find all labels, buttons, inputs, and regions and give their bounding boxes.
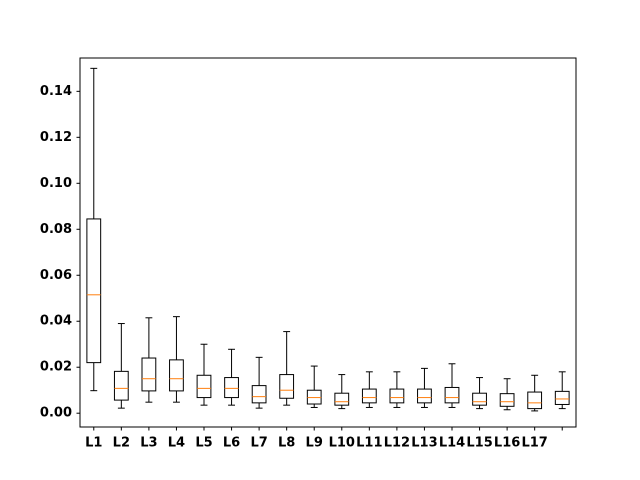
- box-L14: [444, 363, 460, 408]
- box-L13: [417, 367, 432, 408]
- box-L17: [527, 374, 543, 412]
- box-L2: [113, 323, 129, 409]
- box-L7: [251, 356, 267, 409]
- x-tick-label: L11: [356, 436, 382, 451]
- x-tick-label: L1: [85, 436, 102, 451]
- x-tick-label: L13: [411, 436, 437, 451]
- x-tick-label: L2: [113, 436, 130, 451]
- y-tick-label: 0.06: [40, 268, 72, 283]
- box-L15: [472, 377, 487, 410]
- y-tick-label: 0.12: [40, 130, 72, 145]
- iqr-box: [251, 385, 267, 404]
- y-tick-label: 0.08: [40, 222, 72, 237]
- box-L3: [141, 317, 157, 403]
- x-tick-label: L8: [278, 436, 295, 451]
- box-L4: [169, 316, 184, 403]
- x-tick-label: L14: [439, 436, 465, 451]
- y-tick-label: 0.04: [40, 314, 72, 329]
- x-tick-label: L17: [521, 436, 547, 451]
- iqr-box: [141, 357, 157, 392]
- y-tick-label: 0.02: [40, 360, 72, 375]
- y-tick-label: 0.14: [40, 84, 72, 99]
- iqr-box: [472, 392, 487, 406]
- x-tick-label: L7: [250, 436, 267, 451]
- x-tick-label: L16: [494, 436, 520, 451]
- box-L1: [86, 67, 102, 392]
- box-L11: [361, 371, 377, 408]
- iqr-box: [389, 388, 405, 404]
- iqr-box: [86, 218, 102, 364]
- box-L5: [196, 343, 212, 406]
- iqr-box: [224, 377, 239, 399]
- box-L16: [499, 378, 515, 411]
- x-tick-label: L15: [466, 436, 492, 451]
- x-tick-label: L3: [140, 436, 157, 451]
- box-L12: [389, 371, 405, 408]
- iqr-box: [334, 392, 350, 406]
- x-tick-label: L9: [306, 436, 323, 451]
- iqr-box: [554, 390, 570, 405]
- box-L6: [224, 348, 239, 406]
- y-axis: 0.00 0.02 0.04 0.06 0.08 0.10 0.12 0.14: [40, 84, 80, 421]
- x-axis: L1 L2 L3 L4 L5 L6 L7 L8 L9 L10 L11 L12 L13 L14 L15 L16 L…: [85, 427, 563, 451]
- box-L10: [334, 374, 350, 410]
- box-series-18: [554, 371, 570, 410]
- iqr-box: [113, 370, 129, 401]
- x-tick-label: L6: [223, 436, 240, 451]
- iqr-box: [527, 391, 543, 410]
- iqr-box: [444, 386, 460, 404]
- x-tick-label: L10: [329, 436, 355, 451]
- box-L8: [279, 331, 295, 406]
- x-tick-label: L4: [168, 436, 185, 451]
- iqr-box: [169, 359, 184, 392]
- plot-area: [80, 58, 576, 427]
- iqr-box: [196, 374, 212, 399]
- iqr-box: [499, 393, 515, 407]
- x-tick-label: L5: [195, 436, 212, 451]
- y-tick-label: 0.00: [40, 406, 72, 421]
- plot-frame: [79, 57, 577, 428]
- iqr-box: [417, 388, 432, 404]
- x-tick-label: L12: [384, 436, 410, 451]
- boxes: [86, 67, 570, 412]
- box-L9: [306, 365, 322, 408]
- iqr-box: [279, 374, 295, 399]
- iqr-box: [361, 388, 377, 404]
- y-tick-label: 0.10: [40, 176, 72, 191]
